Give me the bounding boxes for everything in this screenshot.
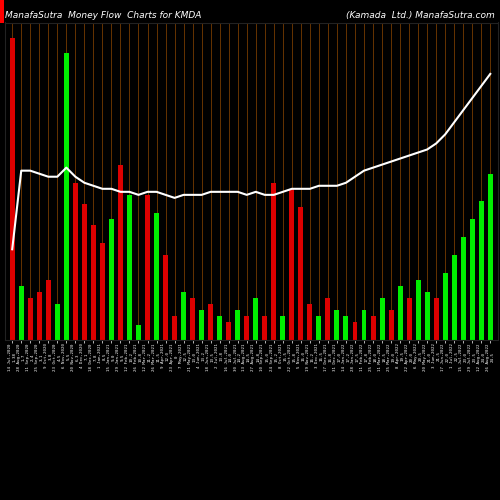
- Bar: [406, 298, 412, 340]
- Bar: [226, 322, 231, 340]
- Bar: [352, 322, 358, 340]
- Bar: [388, 310, 394, 340]
- Bar: [344, 316, 348, 340]
- Bar: [434, 298, 438, 340]
- Bar: [10, 38, 14, 340]
- Bar: [460, 237, 466, 340]
- Bar: [127, 195, 132, 340]
- Bar: [199, 310, 204, 340]
- Bar: [272, 183, 276, 340]
- Bar: [470, 219, 474, 340]
- Bar: [109, 219, 114, 340]
- Bar: [370, 316, 376, 340]
- Bar: [479, 201, 484, 340]
- Bar: [28, 298, 32, 340]
- Bar: [46, 280, 51, 340]
- Bar: [316, 316, 322, 340]
- Bar: [73, 183, 78, 340]
- Bar: [145, 195, 150, 340]
- Bar: [452, 256, 456, 340]
- Bar: [326, 298, 330, 340]
- Bar: [254, 298, 258, 340]
- Bar: [55, 304, 60, 340]
- Bar: [235, 310, 240, 340]
- Text: (Kamada  Ltd.) ManafaSutra.com: (Kamada Ltd.) ManafaSutra.com: [346, 11, 495, 20]
- Bar: [118, 164, 123, 340]
- Bar: [442, 274, 448, 340]
- Bar: [19, 286, 24, 340]
- Bar: [308, 304, 312, 340]
- Bar: [136, 325, 141, 340]
- Bar: [172, 316, 177, 340]
- Bar: [82, 204, 87, 340]
- Bar: [244, 316, 249, 340]
- Bar: [416, 280, 420, 340]
- Bar: [298, 207, 304, 340]
- Bar: [100, 243, 105, 340]
- Bar: [362, 310, 366, 340]
- Bar: [380, 298, 384, 340]
- Bar: [424, 292, 430, 340]
- Bar: [64, 52, 69, 340]
- Bar: [37, 292, 42, 340]
- Bar: [91, 225, 96, 340]
- Bar: [208, 304, 213, 340]
- Bar: [163, 256, 168, 340]
- Bar: [190, 298, 195, 340]
- Text: ManafaSutra  Money Flow  Charts for KMDA: ManafaSutra Money Flow Charts for KMDA: [5, 11, 202, 20]
- Bar: [334, 310, 340, 340]
- Bar: [488, 174, 493, 340]
- Bar: [262, 316, 268, 340]
- Bar: [181, 292, 186, 340]
- Bar: [280, 316, 285, 340]
- Bar: [154, 213, 159, 340]
- Bar: [217, 316, 222, 340]
- Bar: [398, 286, 402, 340]
- Bar: [290, 189, 294, 340]
